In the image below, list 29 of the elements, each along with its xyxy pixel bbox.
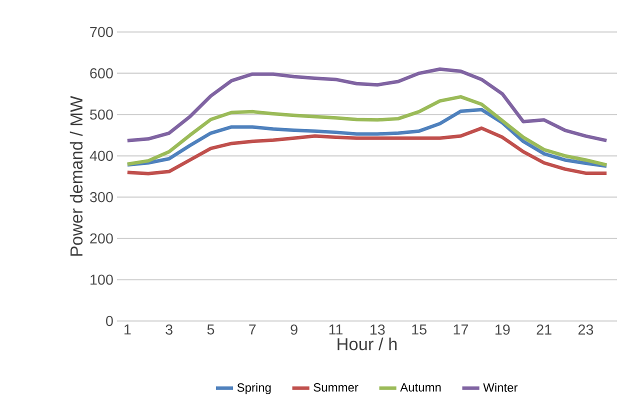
y-tick-label: 0 (106, 316, 113, 326)
y-tick-label: 500 (90, 109, 113, 120)
y-tick-label: 200 (90, 233, 113, 244)
x-tick-label: 11 (329, 324, 343, 334)
y-tick-label: 100 (90, 274, 113, 285)
x-tick-label: 7 (249, 324, 256, 334)
x-tick-label: 5 (207, 324, 214, 335)
line-series (126, 95, 608, 167)
legend-label: Autumn (400, 383, 441, 392)
y-tick-label: 400 (90, 150, 113, 161)
x-tick-label: 15 (412, 324, 426, 335)
x-axis-title: Hour / h (338, 338, 397, 350)
y-tick-label: 600 (90, 68, 113, 78)
x-tick-label: 21 (536, 324, 552, 335)
x-tick-label: 1 (124, 324, 131, 334)
x-tick-label: 9 (290, 324, 298, 335)
x-tick-label: 23 (578, 324, 594, 335)
x-tick-label: 19 (496, 324, 510, 335)
line-series (126, 67, 608, 142)
line-series (126, 108, 608, 168)
legend-label: Winter (483, 382, 518, 392)
x-tick-label: 13 (370, 324, 385, 335)
y-axis-title: Power demand / MW (70, 96, 83, 256)
x-tick-label: 3 (166, 324, 172, 335)
x-tick-label: 17 (454, 324, 468, 334)
legend-label: Summer (314, 383, 358, 392)
y-tick-label: 700 (90, 26, 113, 38)
legend-label: Spring (237, 382, 271, 394)
y-tick-label: 300 (90, 192, 113, 202)
